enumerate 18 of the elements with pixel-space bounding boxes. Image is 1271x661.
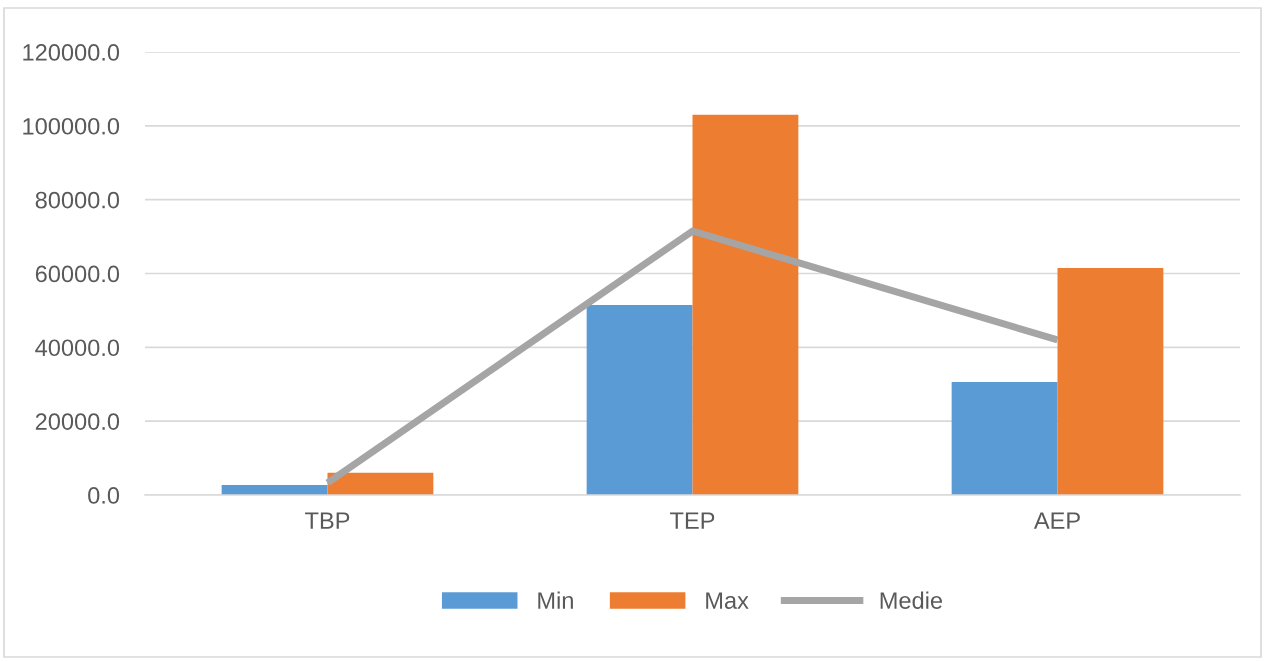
y-tick-label: 20000.0: [35, 413, 120, 430]
y-tick-label: 40000.0: [35, 339, 120, 357]
y-tick-label: 0.0: [88, 487, 120, 504]
bar: [692, 114, 799, 495]
y-tick-label: 60000.0: [35, 265, 120, 283]
bar: [586, 304, 693, 495]
y-tick-label: 120000.0: [23, 44, 120, 61]
bar: [221, 485, 328, 495]
bar: [1057, 267, 1164, 495]
x-tick-label: AEP: [1033, 512, 1080, 529]
x-tick-label: TBP: [305, 512, 350, 529]
legend-label: Max: [706, 592, 749, 609]
y-tick-label: 80000.0: [35, 191, 120, 209]
legend-label: Min: [538, 591, 573, 609]
legend-label: Medie: [880, 591, 943, 609]
y-tick-label: 100000.0: [23, 117, 120, 135]
x-tick-label: TEP: [670, 512, 715, 529]
bar: [951, 382, 1058, 495]
